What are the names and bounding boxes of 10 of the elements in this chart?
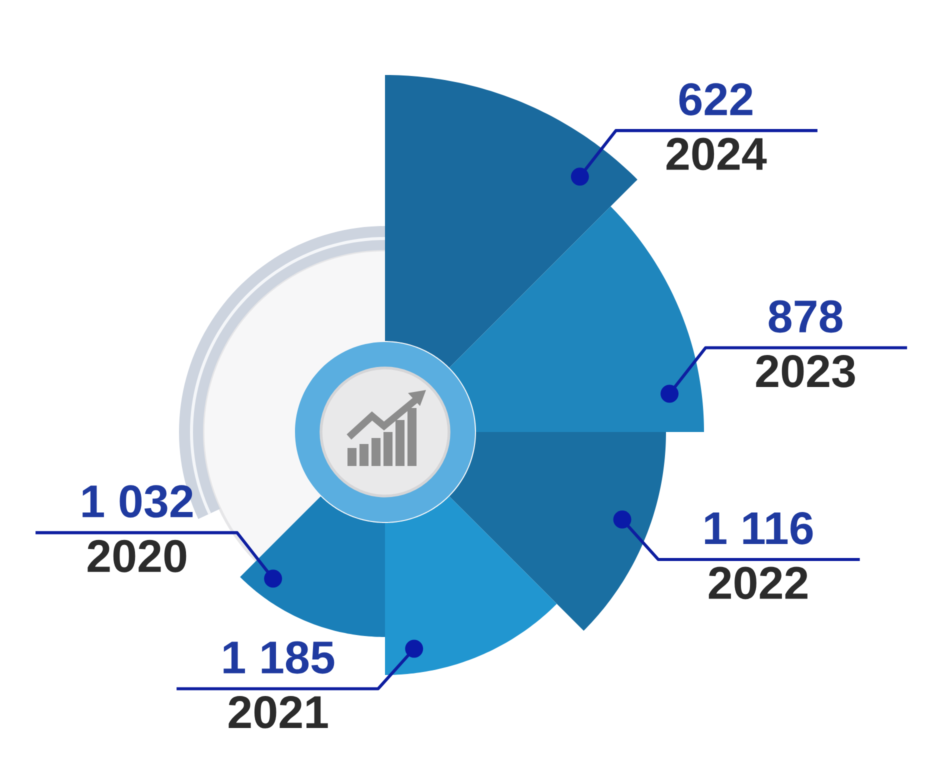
data-label: 878 (768, 300, 842, 333)
category-label: 2023 (756, 354, 855, 388)
data-label: 1 116 (705, 512, 813, 544)
data-label: 622 (679, 83, 752, 116)
data-label: 1 185 (224, 641, 334, 674)
category-label: 2021 (228, 696, 328, 728)
data-label: 1 032 (82, 485, 193, 518)
category-label: 2024 (666, 138, 767, 170)
category-label: 2020 (88, 540, 186, 572)
category-label: 2022 (708, 566, 808, 600)
